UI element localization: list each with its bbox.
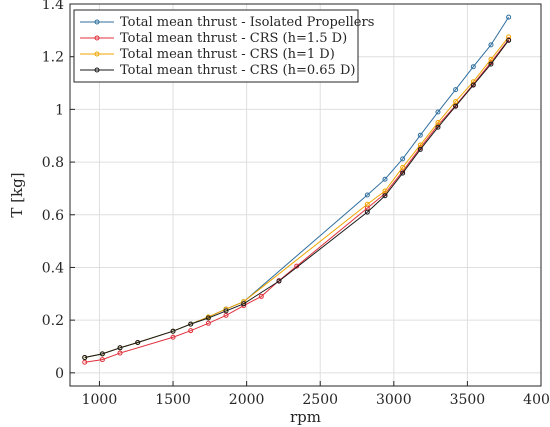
y-axis-label: T [kg] — [8, 172, 26, 217]
plot-area-frame — [69, 3, 542, 387]
legend-marker — [94, 67, 100, 73]
series-lines — [82, 14, 512, 365]
data-point — [506, 14, 512, 20]
data-point — [364, 209, 370, 215]
data-point — [99, 351, 105, 357]
x-tick-label: 3500 — [450, 392, 486, 408]
legend-box — [73, 9, 359, 83]
y-tick-label: 0.4 — [42, 260, 64, 276]
data-point — [241, 301, 247, 307]
series-3 — [82, 34, 512, 361]
data-point — [223, 308, 229, 314]
data-point — [364, 192, 370, 198]
data-point — [82, 355, 88, 361]
data-point — [488, 42, 494, 48]
data-point — [470, 64, 476, 70]
legend-item: Total mean thrust - Isolated Propellers — [80, 15, 374, 30]
series-4 — [82, 37, 512, 361]
data-point — [506, 37, 512, 43]
data-point — [99, 357, 105, 363]
data-point — [400, 164, 406, 170]
legend-label: Total mean thrust - CRS (h=0.65 D) — [120, 63, 355, 78]
data-point — [382, 193, 388, 199]
legend-item: Total mean thrust - CRS (h=1.5 D) — [80, 31, 347, 46]
legend-marker — [94, 35, 100, 41]
data-point — [453, 87, 459, 93]
data-point — [470, 79, 476, 85]
data-point — [453, 103, 459, 109]
data-point — [488, 61, 494, 67]
data-point — [188, 321, 194, 327]
data-point — [470, 82, 476, 88]
series-line — [84, 39, 510, 363]
series-2 — [82, 37, 512, 365]
series-line — [84, 36, 510, 359]
y-tick-label: 0.8 — [42, 155, 64, 171]
y-tick-label: 1.4 — [42, 0, 64, 13]
legend-marker — [94, 51, 100, 57]
data-point — [417, 132, 423, 138]
data-point — [170, 328, 176, 334]
legend: Total mean thrust - Isolated PropellersT… — [73, 9, 374, 83]
data-point — [400, 156, 406, 162]
legend-label: Total mean thrust - CRS (h=1.5 D) — [120, 31, 347, 46]
y-axis-ticks: 0 0.2 0.4 0.6 0.8 1 1.2 1.4 — [42, 0, 75, 382]
data-point — [258, 293, 264, 299]
x-tick-label: 1500 — [155, 392, 191, 408]
legend-label: Total mean thrust - Isolated Propellers — [120, 15, 374, 30]
data-point — [453, 98, 459, 104]
data-point — [276, 278, 282, 284]
data-point — [506, 34, 512, 40]
legend-item: Total mean thrust - CRS (h=0.65 D) — [80, 63, 355, 78]
data-point — [435, 109, 441, 115]
legend-item: Total mean thrust - CRS (h=1 D) — [80, 47, 335, 62]
data-point — [364, 201, 370, 207]
series-line — [84, 40, 510, 359]
x-axis-label: rpm — [290, 408, 321, 426]
data-point — [117, 345, 123, 351]
y-tick-label: 0.2 — [42, 313, 64, 329]
data-point — [382, 188, 388, 194]
data-point — [135, 340, 141, 346]
x-tick-label: 2000 — [229, 392, 265, 408]
data-point — [488, 56, 494, 62]
data-point — [205, 320, 211, 326]
data-point — [188, 328, 194, 334]
y-tick-label: 0 — [55, 366, 64, 382]
data-point — [417, 146, 423, 152]
data-point — [205, 315, 211, 321]
data-point — [435, 124, 441, 130]
data-point — [382, 176, 388, 182]
legend-label: Total mean thrust - CRS (h=1 D) — [120, 47, 335, 62]
x-tick-label: 3000 — [376, 392, 412, 408]
data-point — [435, 120, 441, 126]
y-tick-label: 1.2 — [42, 50, 64, 66]
y-tick-label: 0.6 — [42, 208, 64, 224]
data-point — [82, 359, 88, 365]
data-point — [400, 170, 406, 176]
legend-marker — [94, 19, 100, 25]
data-point — [117, 350, 123, 356]
x-tick-label: 1000 — [82, 392, 118, 408]
x-tick-label: 2500 — [302, 392, 338, 408]
data-point — [170, 334, 176, 340]
y-tick-label: 1 — [55, 102, 64, 118]
